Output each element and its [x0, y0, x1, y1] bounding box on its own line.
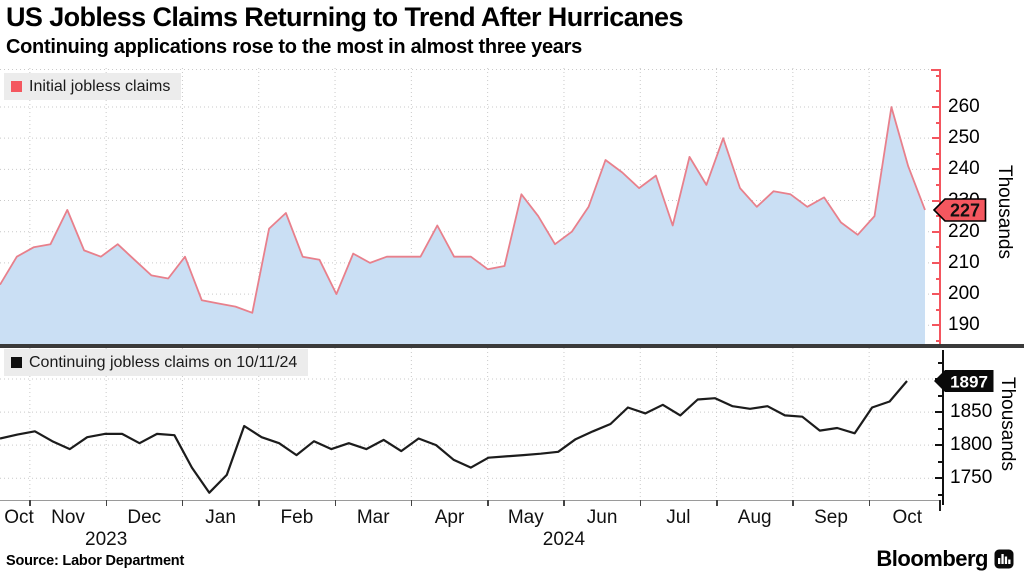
panel-divider	[0, 344, 1024, 348]
x-axis-month-label: Nov	[51, 507, 85, 528]
page-title: US Jobless Claims Returning to Trend Aft…	[6, 2, 683, 32]
x-axis-month-label: Jan	[205, 507, 236, 528]
y-axis-major-tick-bottom	[935, 411, 943, 414]
y-axis-tick-label-top: 190	[948, 314, 980, 336]
x-axis-tick	[258, 500, 260, 506]
x-axis-tick	[29, 500, 31, 506]
x-axis-month-label: Oct	[892, 507, 923, 528]
x-axis-tick	[563, 500, 565, 506]
y-axis-minor-tick-bottom	[938, 361, 943, 364]
x-axis-month-label: Jul	[666, 507, 691, 528]
y-axis-major-tick-top	[932, 168, 940, 171]
continuing-claims-line-chart	[0, 348, 940, 500]
y-axis-tick-label-bottom: 1800	[950, 434, 993, 456]
x-axis-month-label: Aug	[737, 507, 772, 528]
x-axis-month-label: Feb	[280, 507, 314, 528]
y-axis-line-bottom	[942, 350, 944, 505]
y-axis-tick-label-top: 210	[948, 251, 980, 273]
y-axis-tick-label-top: 250	[948, 127, 980, 149]
y-axis-major-tick-bottom	[935, 444, 943, 447]
y-axis-major-tick-bottom	[935, 477, 943, 480]
bloomberg-logo-icon	[994, 549, 1014, 569]
y-axis-tick-label-bottom: 1750	[950, 467, 993, 489]
x-axis-line	[0, 500, 941, 501]
y-axis-unit-label-bottom: Thousands	[997, 376, 1018, 471]
y-axis-tick-label-top: 200	[948, 283, 980, 305]
x-axis-month-label: Sep	[814, 507, 848, 528]
y-axis-major-tick-top	[932, 293, 940, 296]
x-axis-tick	[334, 500, 337, 506]
legend-label: Continuing jobless claims on 10/11/24	[29, 353, 298, 371]
x-axis-year-label: 2023	[85, 529, 128, 550]
x-axis-tick	[716, 500, 718, 506]
x-axis-month-label: Dec	[127, 507, 162, 528]
legend-initial-claims: Initial jobless claims	[4, 73, 182, 100]
y-axis-minor-tick-bottom	[938, 493, 943, 496]
y-axis-minor-tick-bottom	[938, 394, 943, 397]
y-axis-minor-tick-top	[935, 90, 940, 93]
x-axis-month-label: Mar	[356, 507, 390, 528]
badge-shape	[934, 370, 994, 393]
legend-label: Initial jobless claims	[29, 77, 171, 95]
y-axis-minor-tick-top	[935, 215, 940, 218]
latest-value-badge-continuing: 1897	[934, 370, 994, 393]
x-axis-tick	[105, 500, 108, 506]
y-axis-major-tick-top	[932, 261, 940, 264]
legend-swatch-black	[11, 357, 22, 368]
x-axis-month-label: Oct	[4, 507, 34, 528]
x-axis-year-label: 2024	[542, 529, 586, 550]
x-axis-end-tick	[939, 500, 941, 511]
y-axis-tick-label-bottom: 1850	[950, 401, 993, 423]
y-axis-minor-tick-top	[935, 183, 940, 186]
y-axis-major-tick-top	[932, 324, 940, 327]
y-axis-tick-label-top: 240	[948, 158, 980, 180]
x-axis-tick	[181, 500, 184, 506]
badge-value: 227	[950, 200, 980, 220]
badge-value: 1897	[950, 373, 988, 392]
y-axis-major-tick-top	[932, 230, 940, 233]
y-axis-minor-tick-top	[935, 74, 940, 77]
y-axis-minor-tick-top	[935, 308, 940, 311]
initial-claims-area-chart	[0, 68, 940, 344]
y-axis-tick-label-top: 220	[948, 220, 980, 242]
x-axis-tick	[792, 500, 794, 506]
source-note: Source: Labor Department	[6, 553, 185, 569]
y-axis-major-tick-top	[932, 137, 940, 140]
y-axis-minor-tick-top	[935, 246, 940, 249]
legend-swatch-red	[11, 81, 22, 92]
x-axis-tick	[868, 500, 871, 506]
bloomberg-logo: Bloomberg	[876, 546, 1014, 572]
y-axis-minor-tick-top	[935, 339, 940, 342]
y-axis-major-tick-top	[932, 105, 940, 108]
page-subtitle: Continuing applications rose to the most…	[6, 36, 582, 58]
y-axis-tick-label-top: 260	[948, 95, 980, 117]
x-axis-tick	[410, 500, 413, 506]
y-axis-minor-tick-top	[935, 121, 940, 124]
y-axis-end-tick-top	[931, 69, 940, 71]
bloomberg-wordmark: Bloomberg	[876, 546, 988, 571]
y-axis-minor-tick-bottom	[938, 427, 943, 430]
x-axis-month-label: Apr	[434, 507, 465, 528]
y-axis-minor-tick-top	[935, 277, 940, 280]
x-axis-month-label: May	[507, 507, 544, 528]
y-axis-minor-tick-bottom	[938, 460, 943, 463]
y-axis-minor-tick-top	[935, 152, 940, 155]
badge-shape	[933, 198, 987, 222]
latest-value-badge-initial: 227	[933, 198, 987, 222]
x-axis-tick	[639, 500, 642, 506]
y-axis-major-tick-top	[932, 199, 940, 202]
y-axis-unit-label-top: Thousands	[994, 164, 1015, 259]
x-axis-month-label: Jun	[586, 507, 618, 528]
x-axis-tick	[487, 500, 489, 506]
legend-continuing-claims: Continuing jobless claims on 10/11/24	[4, 349, 309, 376]
